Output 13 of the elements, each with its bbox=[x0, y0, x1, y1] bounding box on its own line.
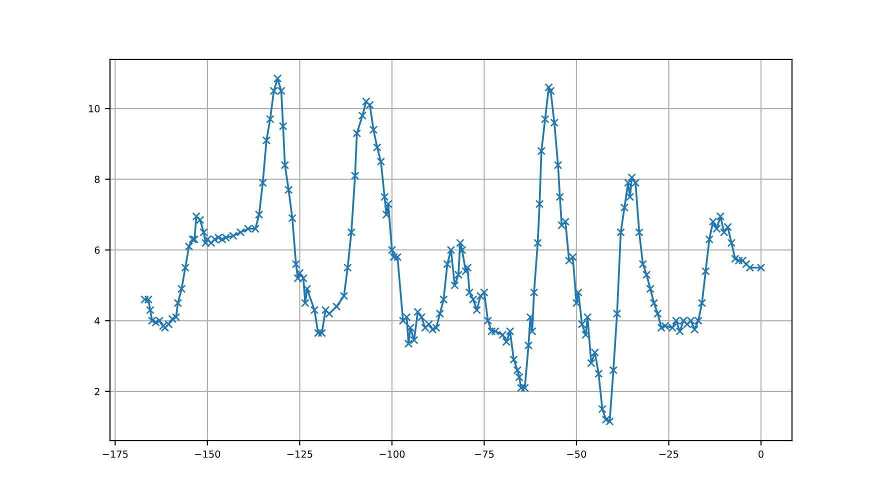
x-tick-label: −125 bbox=[287, 450, 312, 458]
y-tick-label: 2 bbox=[94, 388, 100, 396]
x-tick-label: −75 bbox=[474, 450, 494, 458]
y-tick-label: 4 bbox=[94, 317, 100, 324]
y-tick-label: 10 bbox=[88, 105, 100, 112]
x-tick-label: −175 bbox=[102, 450, 128, 458]
x-tick-label: −100 bbox=[380, 450, 405, 458]
x-tick-label: 0 bbox=[758, 450, 764, 458]
x-tick-label: −25 bbox=[660, 450, 678, 458]
x-tick-label: −150 bbox=[195, 450, 220, 458]
y-tick-label: 8 bbox=[94, 176, 100, 184]
x-tick-label: −50 bbox=[567, 450, 586, 458]
y-tick-label: 6 bbox=[94, 246, 100, 254]
